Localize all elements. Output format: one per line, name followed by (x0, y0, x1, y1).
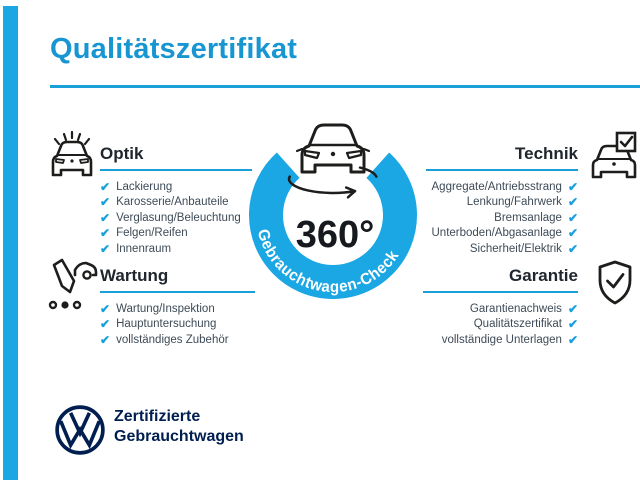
check-icon: ✔ (567, 241, 578, 256)
ring-arc (249, 152, 417, 299)
garantie-checklist: ✔ Garantienachweis ✔ Qualitätszertifikat ✔… (423, 302, 578, 348)
title-divider (50, 85, 640, 88)
check-icon: ✔ (567, 180, 578, 194)
checklist-item: ✔ Felgen/Reifen (100, 226, 252, 241)
brand-line-1: Zertifizierte (114, 408, 201, 425)
vw-logo (55, 405, 105, 455)
checklist-item: ✔ Sicherheit/Elektrik (426, 242, 578, 257)
check-icon: ✔ (100, 317, 111, 332)
degree-value: 360° (296, 214, 375, 256)
brand-line-2: Gebrauchtwagen (114, 428, 244, 445)
car-checkbox-icon (591, 131, 637, 179)
check-icon: ✔ (100, 195, 111, 210)
shield-check-icon (598, 260, 632, 305)
checklist-item-label: Lenkung/Fahrwerk (466, 196, 562, 209)
checklist-item-label: Unterboden/Abgasanlage (431, 227, 562, 240)
page-title: Qualitätszertifikat (50, 33, 298, 65)
checklist-item-label: Qualitätszertifikat (473, 318, 562, 331)
check-icon: ✔ (100, 210, 111, 225)
checklist-item-label: vollständiges Zubehör (116, 333, 229, 346)
checklist-item-label: Wartung/Inspektion (116, 303, 215, 315)
checklist-item-label: Hauptuntersuchung (116, 318, 217, 331)
check-icon: ✔ (100, 332, 111, 347)
check-icon: ✔ (567, 210, 578, 225)
check-icon: ✔ (567, 195, 578, 210)
360-check-ring: Gebrauchtwagen-Check 360° (249, 123, 417, 299)
checklist-item: ✔ Garantienachweis (423, 302, 578, 317)
check-icon: ✔ (100, 302, 111, 316)
section-garantie: Garantie ✔ Garantienachweis ✔ Qualitätszer… (423, 266, 578, 348)
wartung-checklist: ✔ Wartung/Inspektion ✔ Hauptuntersuchung ✔… (100, 302, 255, 348)
brand-text: Zertifizierte Gebrauchtwagen (114, 407, 244, 447)
optik-checklist: ✔ Lackierung ✔ Karosserie/Anbauteile ✔ Verg… (100, 180, 252, 257)
check-icon: ✔ (100, 180, 111, 194)
check-icon: ✔ (100, 226, 111, 241)
checklist-item: ✔ Innenraum (100, 242, 252, 257)
check-icon: ✔ (567, 302, 578, 316)
checklist-item-label: Aggregate/Antriebsstrang (431, 181, 562, 193)
technik-checklist: ✔ Aggregate/Antriebsstrang ✔ Lenkung/Fahrw… (426, 180, 579, 257)
check-icon: ✔ (567, 226, 578, 241)
section-wartung: Wartung ✔ Wartung/Inspektion ✔ Hauptunters… (100, 266, 255, 348)
car-rotation-icon (287, 123, 378, 199)
check-icon: ✔ (567, 332, 578, 347)
section-optik: Optik ✔ Lackierung ✔ Karosserie/Anbauteile… (100, 144, 252, 257)
checklist-item: ✔ Qualitätszertifikat (423, 317, 578, 332)
checklist-item-label: Innenraum (116, 242, 172, 255)
check-icon: ✔ (567, 317, 578, 332)
checklist-item-label: vollständige Unterlagen (441, 333, 562, 346)
checklist-item: ✔ Lenkung/Fahrwerk (426, 195, 578, 210)
checklist-item-label: Lackierung (116, 181, 173, 193)
section-title-garantie: Garantie (423, 266, 578, 293)
section-title-optik: Optik (100, 144, 252, 171)
checklist-item: ✔ Bremsanlage (426, 211, 578, 226)
checklist-item: ✔ Lackierung (100, 180, 252, 195)
checklist-item-label: Felgen/Reifen (116, 227, 188, 240)
checklist-item-label: Karosserie/Anbauteile (116, 196, 229, 209)
checklist-item: ✔ Wartung/Inspektion (100, 302, 255, 317)
check-icon: ✔ (100, 241, 111, 256)
left-accent-bar (3, 6, 18, 480)
inspection-pencil-car-icon (48, 258, 98, 310)
checklist-item-label: Bremsanlage (494, 211, 562, 224)
checklist-item-label: Garantienachweis (469, 303, 562, 315)
checklist-item-label: Verglasung/Beleuchtung (116, 211, 241, 224)
checklist-item: ✔ Aggregate/Antriebsstrang (426, 180, 578, 195)
checklist-item: ✔ vollständiges Zubehör (100, 333, 255, 348)
checklist-item: ✔ Unterboden/Abgasanlage (426, 226, 579, 241)
section-technik: Technik ✔ Aggregate/Antriebsstrang ✔ Lenku… (426, 144, 578, 257)
checklist-item: ✔ Karosserie/Anbauteile (100, 195, 252, 210)
checklist-item: ✔ Hauptuntersuchung (100, 317, 255, 332)
checklist-item-label: Sicherheit/Elektrik (469, 242, 562, 255)
section-title-wartung: Wartung (100, 266, 255, 293)
car-shine-icon (51, 130, 93, 177)
checklist-item: ✔ Verglasung/Beleuchtung (100, 211, 252, 226)
section-title-technik: Technik (426, 144, 578, 171)
checklist-item: ✔ vollständige Unterlagen (423, 333, 578, 348)
